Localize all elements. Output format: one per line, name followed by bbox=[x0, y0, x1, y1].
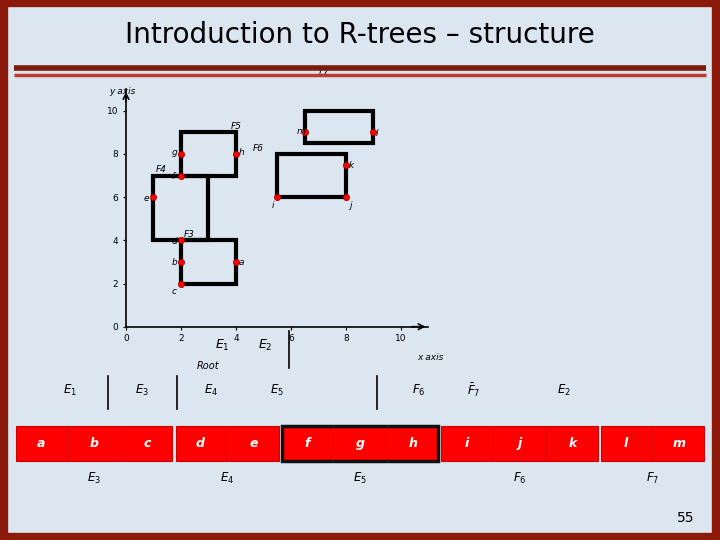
Text: $E_5$: $E_5$ bbox=[270, 383, 284, 398]
Text: $E_1$: $E_1$ bbox=[63, 383, 76, 398]
Text: x axis: x axis bbox=[418, 353, 444, 362]
Text: g: g bbox=[356, 437, 364, 450]
Text: h: h bbox=[409, 437, 418, 450]
Text: F4: F4 bbox=[156, 165, 167, 174]
Bar bbox=[282, 426, 438, 461]
Bar bbox=[153, 176, 209, 240]
Text: F3: F3 bbox=[184, 230, 194, 239]
Text: k: k bbox=[348, 161, 354, 170]
Text: $F_6$: $F_6$ bbox=[513, 471, 526, 486]
Text: a: a bbox=[37, 437, 45, 450]
Text: c: c bbox=[171, 287, 176, 295]
Text: e: e bbox=[144, 194, 149, 202]
Text: $F_6$: $F_6$ bbox=[412, 383, 426, 398]
Text: $\bar{F}_7$: $\bar{F}_7$ bbox=[467, 381, 481, 399]
Text: $E_3$: $E_3$ bbox=[87, 471, 101, 486]
Text: b: b bbox=[90, 437, 99, 450]
Text: e: e bbox=[249, 437, 258, 450]
Text: f: f bbox=[304, 437, 310, 450]
Bar bbox=[305, 111, 374, 143]
Text: $E_4$: $E_4$ bbox=[204, 383, 218, 398]
Bar bbox=[277, 154, 346, 197]
Bar bbox=[601, 426, 704, 461]
Bar bbox=[181, 240, 236, 284]
Text: g: g bbox=[171, 148, 177, 157]
Text: $E_2$: $E_2$ bbox=[557, 383, 571, 398]
Text: c: c bbox=[143, 437, 151, 450]
Text: d: d bbox=[196, 437, 205, 450]
Text: d: d bbox=[171, 237, 177, 246]
Text: $E_3$: $E_3$ bbox=[135, 383, 149, 398]
Text: i: i bbox=[271, 201, 274, 210]
Bar bbox=[181, 132, 236, 176]
Text: j: j bbox=[518, 437, 521, 450]
Bar bbox=[441, 426, 598, 461]
Text: 55: 55 bbox=[678, 511, 695, 525]
Text: y axis: y axis bbox=[109, 86, 136, 96]
Text: Introduction to R-trees – structure: Introduction to R-trees – structure bbox=[125, 21, 595, 49]
Text: j: j bbox=[348, 201, 351, 210]
Text: l: l bbox=[624, 437, 628, 450]
Text: $E_4$: $E_4$ bbox=[220, 471, 234, 486]
Text: F5: F5 bbox=[230, 122, 241, 131]
Text: a: a bbox=[239, 259, 244, 267]
Text: l: l bbox=[376, 129, 379, 138]
Text: k: k bbox=[569, 437, 577, 450]
Text: m: m bbox=[297, 127, 305, 136]
Text: i: i bbox=[464, 437, 469, 450]
Text: $E_2$: $E_2$ bbox=[258, 338, 272, 353]
Text: h: h bbox=[239, 148, 245, 157]
Text: $F_7$: $F_7$ bbox=[646, 471, 659, 486]
Text: $E_5$: $E_5$ bbox=[353, 471, 367, 486]
Text: f: f bbox=[171, 172, 174, 181]
Bar bbox=[16, 426, 172, 461]
Text: F6: F6 bbox=[253, 144, 264, 153]
Text: m: m bbox=[672, 437, 685, 450]
Bar bbox=[176, 426, 279, 461]
Text: $E_1$: $E_1$ bbox=[215, 338, 230, 353]
Text: Root: Root bbox=[197, 361, 220, 372]
Text: b: b bbox=[171, 259, 177, 267]
Text: L7: L7 bbox=[318, 68, 329, 77]
